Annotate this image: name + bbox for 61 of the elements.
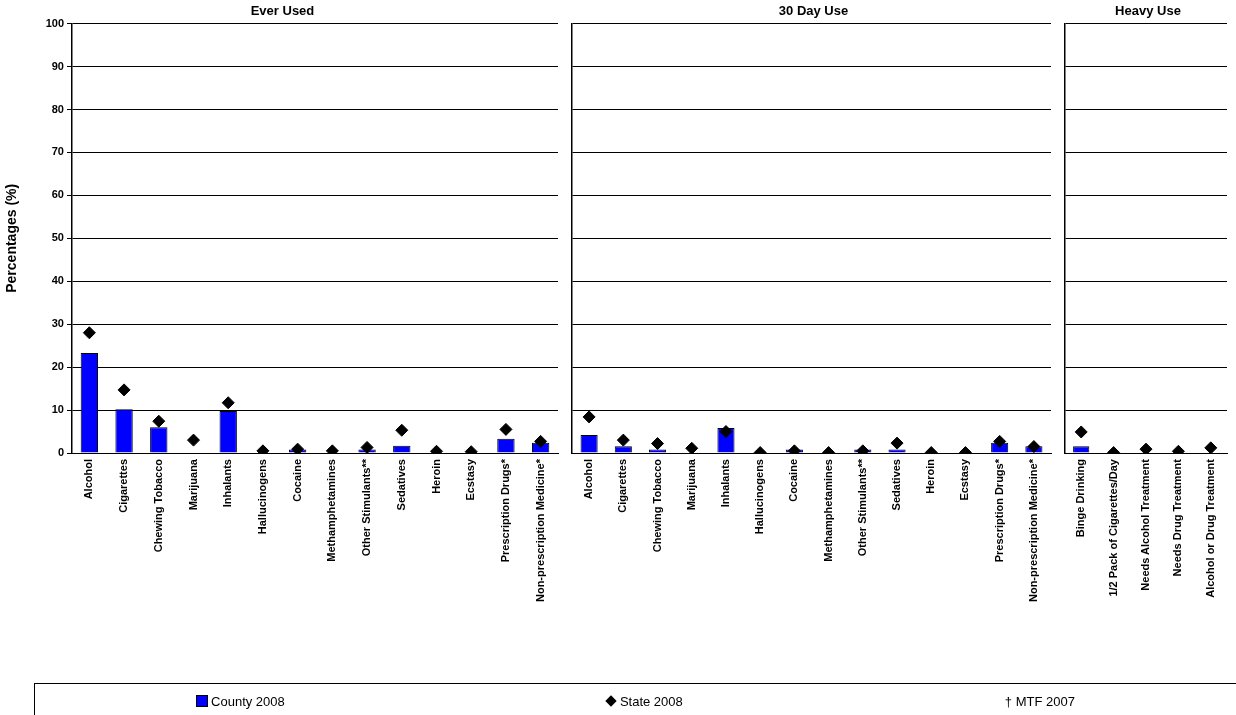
legend-label: † MTF 2007	[1004, 693, 1075, 709]
y-tick-label: 0	[57, 446, 64, 459]
x-tick-label: Cigarettes	[616, 459, 629, 513]
x-tick-label: Marijuana	[186, 458, 199, 511]
point	[616, 433, 630, 447]
x-tick-label: Chewing Tobacco	[151, 458, 164, 553]
x-tick-label: Marijuana	[684, 458, 697, 511]
y-tick-label: 40	[51, 274, 64, 287]
x-tick-label: Hallucinogens	[753, 459, 766, 535]
x-tick-label: Alcohol	[582, 459, 595, 500]
y-tick-label: 30	[51, 317, 64, 330]
point	[993, 434, 1007, 448]
x-tick-label: Ecstasy	[958, 458, 971, 501]
x-tick-label: Other Stimulants**	[855, 458, 868, 557]
x-tick-label: Needs Drug Treatment	[1171, 458, 1184, 577]
point	[719, 425, 733, 439]
y-tick-label: 70	[51, 145, 64, 158]
x-tick-label: Cocaine	[290, 459, 303, 502]
x-tick-label: Inhalants	[221, 459, 234, 508]
point	[651, 437, 665, 451]
chart-title: 30 Day Use	[778, 3, 849, 19]
point	[1139, 442, 1153, 453]
x-tick-label: Alcohol or Drug Treatment	[1203, 458, 1216, 598]
x-tick-label: 1/2 Pack of Cigarettes/Day	[1106, 458, 1119, 597]
y-tick-label: 20	[51, 360, 64, 373]
x-tick-label: Sedatives	[394, 459, 407, 511]
x-tick-label: Inhalants	[719, 459, 731, 508]
legend-label: State 2008	[619, 693, 683, 709]
y-tick-label: 50	[51, 231, 64, 244]
x-tick-label: Other Stimulants**	[360, 458, 373, 557]
point	[1027, 440, 1041, 453]
point	[685, 441, 699, 453]
chart-title: Ever Used	[250, 3, 315, 19]
x-tick-label: Sedatives	[890, 459, 903, 511]
y-axis-title: Percentages (%)	[3, 183, 20, 293]
x-tick-label: Hallucinogens	[255, 459, 268, 535]
x-tick-label: Needs Alcohol Treatment	[1139, 458, 1152, 591]
x-tick-label: Cocaine	[787, 459, 800, 502]
x-tick-label: Binge Drinking	[1074, 459, 1087, 538]
legend-label: County 2008	[211, 693, 285, 709]
x-tick-label: Cigarettes	[117, 459, 130, 513]
x-tick-label: Heroin	[429, 458, 442, 494]
y-tick-label: 60	[51, 188, 64, 201]
x-tick-label: Prescription Drugs*	[992, 458, 1005, 563]
x-tick-label: Ecstasy	[464, 458, 477, 501]
x-tick-label: Heroin	[924, 458, 937, 494]
point	[890, 436, 904, 450]
x-tick-label: Methamphetamines	[325, 459, 338, 562]
chart-title: Heavy Use	[1115, 3, 1181, 19]
x-tick-label: Prescription Drugs*	[498, 458, 511, 563]
y-tick-label: 90	[51, 59, 64, 72]
x-tick-label: Non-prescription Medicine*	[533, 458, 546, 603]
x-tick-label: Alcohol	[82, 459, 95, 500]
y-tick-label: 80	[51, 102, 64, 115]
point	[1074, 425, 1088, 439]
y-tick-label: 100	[45, 16, 64, 29]
x-tick-label: Methamphetamines	[821, 459, 834, 562]
y-tick-label: 10	[51, 403, 64, 416]
x-tick-label: Chewing Tobacco	[650, 458, 663, 553]
point	[1204, 441, 1218, 453]
x-tick-label: Non-prescription Medicine*	[1026, 458, 1039, 603]
